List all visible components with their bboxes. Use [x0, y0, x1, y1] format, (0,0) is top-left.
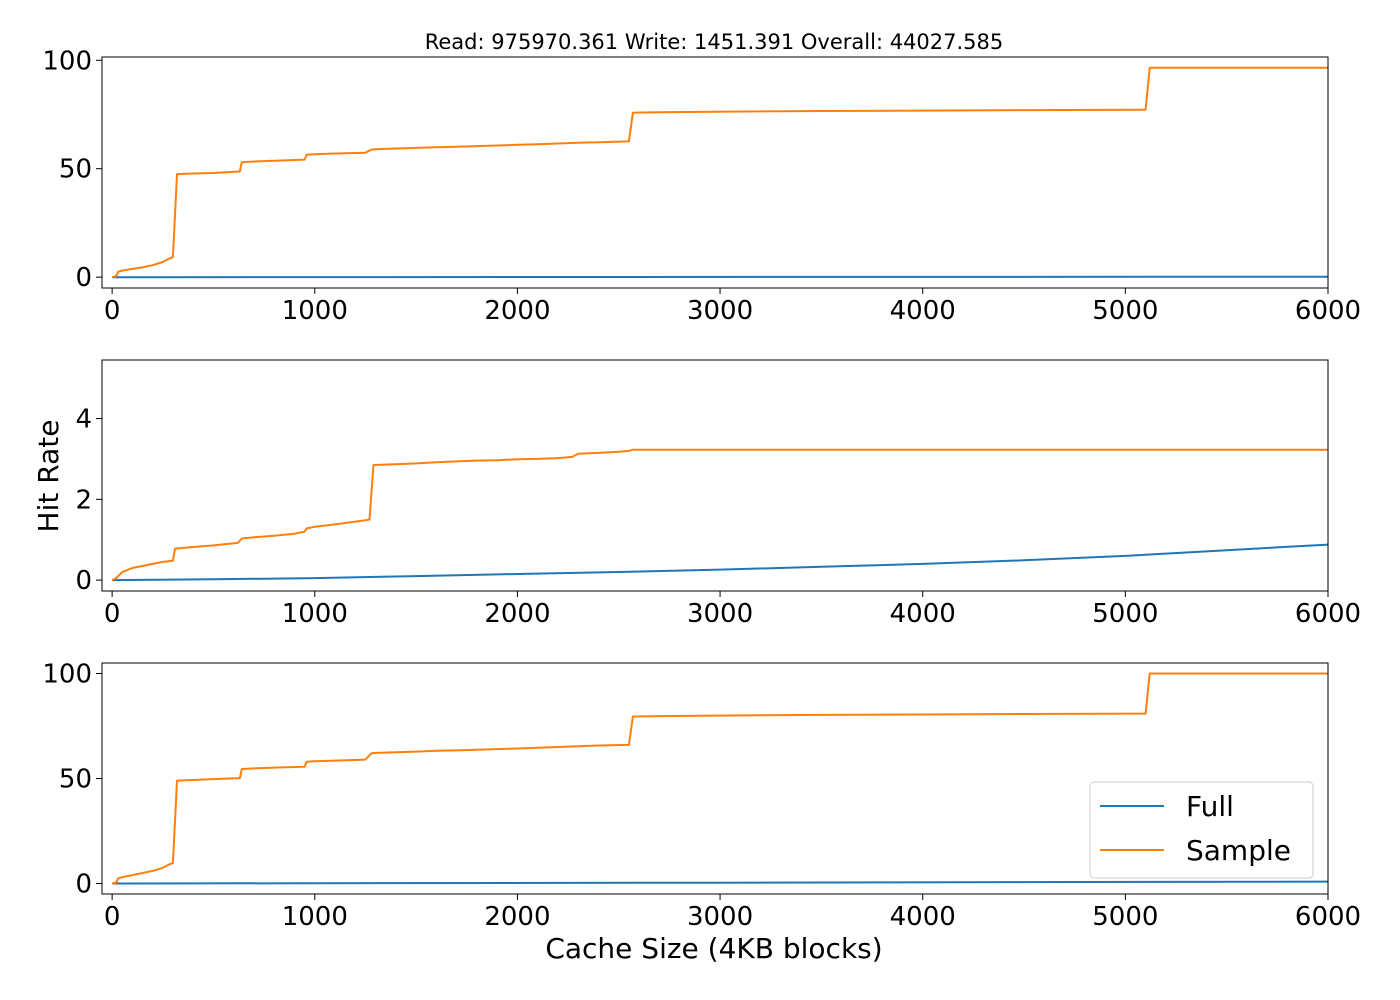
axes-frame: [101, 56, 1329, 289]
x-tick-label: 5000: [1092, 599, 1158, 629]
series-line-sample: [111, 672, 1328, 885]
x-tick-label: 2000: [484, 599, 550, 629]
x-tick-label: 4000: [890, 599, 956, 629]
series-line-full: [112, 275, 1328, 279]
series-line-sample: [111, 66, 1328, 279]
x-tick-label: 5000: [1092, 902, 1158, 932]
x-tick-label: 1000: [282, 296, 348, 326]
y-tick-label: 2: [75, 485, 92, 515]
x-tick-label: 2000: [484, 902, 550, 932]
y-tick-label: 50: [59, 155, 92, 185]
series-line-sample: [111, 448, 1328, 581]
x-tick-label: 3000: [687, 902, 753, 932]
y-tick-label: 50: [59, 765, 92, 795]
subplot-2: 0 1000 2000 3000 4000 5000 6000 0 2 4: [75, 359, 1361, 629]
subplot-3: 0 1000 2000 3000 4000 5000 6000 0 50 100 Full Sampl…: [42, 660, 1361, 933]
subplot-1: 0 1000 2000 3000 4000 5000 6000 0 50 100: [42, 46, 1361, 326]
axes-frame: [101, 359, 1329, 592]
y-tick-label: 0: [75, 263, 92, 293]
y-tick-label: 0: [75, 566, 92, 596]
y-tick-label: 100: [42, 660, 92, 690]
x-tick-label: 2000: [484, 296, 550, 326]
x-axis-label: Cache Size (4KB blocks): [545, 932, 882, 965]
x-tick-label: 6000: [1295, 902, 1361, 932]
y-tick-label: 4: [75, 405, 92, 435]
y-tick-label: 0: [75, 870, 92, 900]
x-tick-label: 4000: [890, 902, 956, 932]
x-tick-label: 6000: [1295, 296, 1361, 326]
x-tick-label: 0: [104, 902, 121, 932]
x-tick-label: 0: [104, 296, 121, 326]
x-tick-label: 3000: [687, 296, 753, 326]
x-tick-label: 3000: [687, 599, 753, 629]
x-tick-label: 6000: [1295, 599, 1361, 629]
series-line-full: [112, 880, 1328, 885]
y-tick-label: 100: [42, 46, 92, 76]
x-tick-label: 0: [104, 599, 121, 629]
x-tick-label: 1000: [282, 599, 348, 629]
legend-label-full: Full: [1186, 790, 1234, 823]
legend-label-sample: Sample: [1186, 834, 1291, 867]
figure-title: Read: 975970.361 Write: 1451.391 Overall…: [425, 30, 1004, 54]
x-tick-label: 4000: [890, 296, 956, 326]
series-line-full: [112, 543, 1328, 582]
x-tick-label: 1000: [282, 902, 348, 932]
x-tick-label: 5000: [1092, 296, 1158, 326]
legend: Full Sample: [1089, 781, 1314, 879]
y-axis-label: Hit Rate: [32, 420, 65, 533]
